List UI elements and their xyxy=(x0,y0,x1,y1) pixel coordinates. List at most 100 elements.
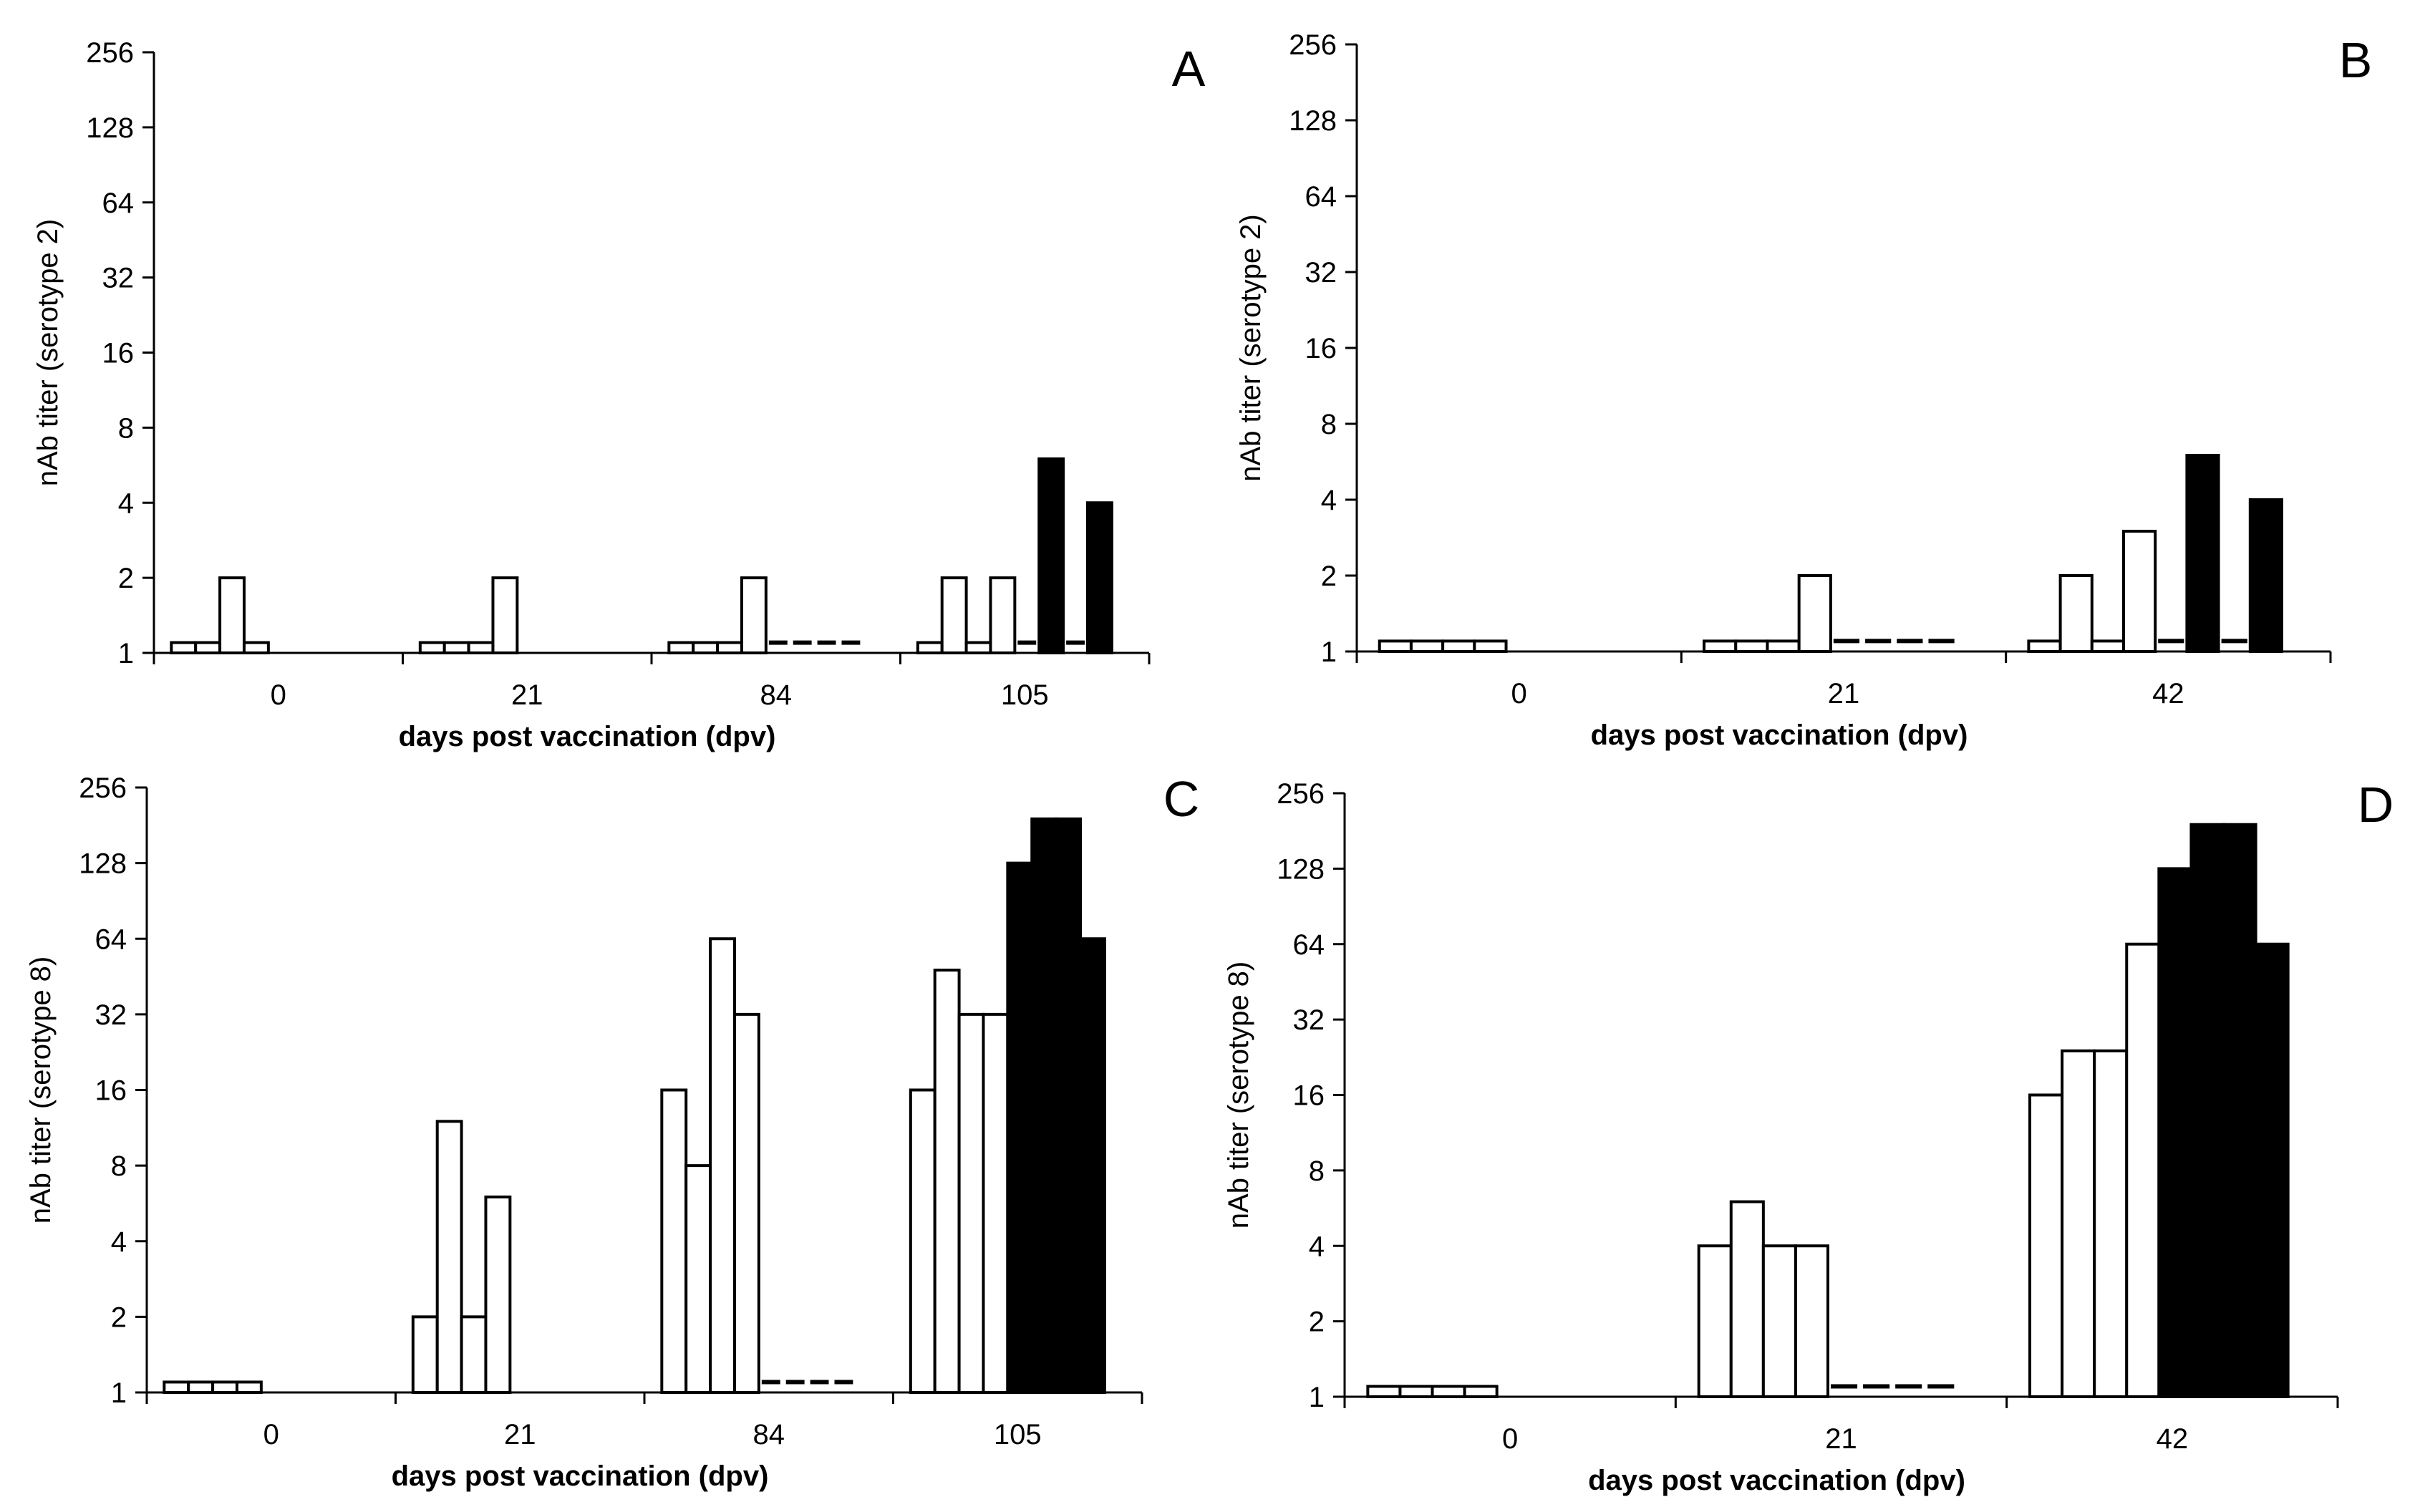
open-bar xyxy=(660,1088,688,1394)
x-tick-label: 0 xyxy=(1502,1423,1518,1455)
open-bar xyxy=(1431,1385,1466,1399)
y-tick-label: 32 xyxy=(102,263,135,294)
open-bar xyxy=(411,1315,439,1394)
y-tick-label: 128 xyxy=(79,848,127,880)
panel-label: C xyxy=(1163,771,1200,827)
open-bar xyxy=(170,641,198,655)
chart-panel-d: 1 2 4 8 16 32 64 128 256 0 21 42 days post vaccinati… xyxy=(1223,777,2394,1496)
y-tick-label: 1 xyxy=(1321,636,1337,668)
open-bar xyxy=(1473,639,1508,653)
x-tick-label: 84 xyxy=(760,679,793,711)
filled-bar xyxy=(1006,861,1034,1394)
open-bar xyxy=(989,576,1017,654)
open-bar xyxy=(740,576,768,654)
open-bar xyxy=(1766,639,1801,653)
open-bar xyxy=(2027,639,2062,653)
y-tick-label: 8 xyxy=(118,412,134,444)
chart-panel-a: 1 2 4 8 16 32 64 128 256 0 21 84 105 days post vaccin… xyxy=(32,37,1206,752)
y-axis-title: nAb titer (serotype 2) xyxy=(32,219,64,487)
x-tick-label: 84 xyxy=(753,1419,785,1450)
open-bar xyxy=(460,1315,488,1394)
panel-label: D xyxy=(2358,777,2394,833)
open-bar xyxy=(442,641,470,655)
open-bar xyxy=(1463,1385,1499,1399)
y-tick-label: 1 xyxy=(118,638,134,669)
open-bar xyxy=(964,641,992,655)
open-bar xyxy=(484,1195,512,1395)
open-bar xyxy=(933,969,961,1395)
open-bar xyxy=(2093,1049,2129,1399)
x-tick-label: 21 xyxy=(1828,678,1860,709)
y-tick-label: 32 xyxy=(1305,257,1337,289)
x-tick-label: 0 xyxy=(1511,678,1527,709)
x-tick-label: 21 xyxy=(504,1419,536,1450)
y-tick-label: 256 xyxy=(86,37,134,69)
x-axis-title: days post vaccination (dpv) xyxy=(1591,719,1968,751)
y-tick-label: 4 xyxy=(111,1226,127,1258)
x-axis-title: days post vaccination (dpv) xyxy=(1588,1465,1965,1496)
open-bar xyxy=(1797,574,1832,653)
filled-bar xyxy=(2157,867,2193,1398)
y-axis-title: nAb titer (serotype 8) xyxy=(1223,961,1254,1229)
y-tick-label: 256 xyxy=(79,772,127,804)
y-tick-label: 32 xyxy=(1293,1004,1325,1036)
open-bar xyxy=(909,1088,937,1394)
x-axis-title: days post vaccination (dpv) xyxy=(399,721,776,752)
y-axis-title: nAb titer (serotype 2) xyxy=(1235,214,1267,482)
y-tick-label: 8 xyxy=(1309,1155,1325,1187)
panel-label: A xyxy=(1172,41,1206,97)
y-tick-label: 2 xyxy=(1309,1307,1325,1338)
y-tick-label: 2 xyxy=(111,1302,127,1333)
filled-bar xyxy=(1037,457,1065,654)
open-bar xyxy=(1366,1385,1402,1399)
open-bar xyxy=(1697,1244,1733,1398)
open-bar xyxy=(242,641,270,655)
open-bar xyxy=(2028,1093,2064,1398)
y-tick-label: 64 xyxy=(102,188,135,219)
open-bar xyxy=(235,1380,263,1395)
open-bar xyxy=(218,576,246,654)
y-tick-label: 4 xyxy=(1309,1231,1325,1262)
open-bar xyxy=(957,1012,985,1394)
x-axis-title: days post vaccination (dpv) xyxy=(392,1460,769,1492)
open-bar xyxy=(194,641,222,655)
open-bar xyxy=(1729,1200,1765,1399)
y-tick-label: 2 xyxy=(1321,561,1337,592)
open-bar xyxy=(916,641,944,655)
x-tick-label: 21 xyxy=(511,679,543,711)
filled-bar xyxy=(2222,823,2257,1399)
open-bar xyxy=(709,937,736,1394)
y-tick-label: 16 xyxy=(95,1075,127,1107)
open-bar xyxy=(1703,639,1738,653)
open-bar xyxy=(187,1380,215,1395)
open-bar xyxy=(2061,1049,2096,1399)
y-tick-label: 64 xyxy=(95,924,127,955)
open-bar xyxy=(2122,529,2157,653)
y-tick-label: 1 xyxy=(111,1377,127,1409)
y-tick-label: 16 xyxy=(1293,1080,1325,1112)
open-bar xyxy=(435,1120,463,1395)
open-bar xyxy=(163,1380,190,1395)
y-tick-label: 256 xyxy=(1277,778,1325,810)
x-tick-label: 42 xyxy=(2152,678,2184,709)
open-bar xyxy=(716,641,743,655)
open-bar xyxy=(940,576,968,654)
y-tick-label: 128 xyxy=(86,112,134,144)
y-tick-label: 64 xyxy=(1293,929,1325,961)
open-bar xyxy=(1398,1385,1434,1399)
x-tick-label: 0 xyxy=(271,679,286,711)
x-tick-label: 105 xyxy=(1001,679,1049,711)
open-bar xyxy=(418,641,446,655)
x-tick-label: 21 xyxy=(1825,1423,1857,1455)
y-tick-label: 64 xyxy=(1305,181,1337,213)
panel-label: B xyxy=(2339,32,2373,88)
y-tick-label: 128 xyxy=(1277,853,1325,885)
open-bar xyxy=(1794,1244,1830,1398)
open-bar xyxy=(467,641,495,655)
y-tick-label: 4 xyxy=(1321,485,1337,516)
chart-panel-c: 1 2 4 8 16 32 64 128 256 0 21 84 105 days post vaccin… xyxy=(25,771,1199,1492)
open-bar xyxy=(1734,639,1769,653)
open-bar xyxy=(1761,1244,1797,1398)
y-tick-label: 16 xyxy=(1305,333,1337,364)
